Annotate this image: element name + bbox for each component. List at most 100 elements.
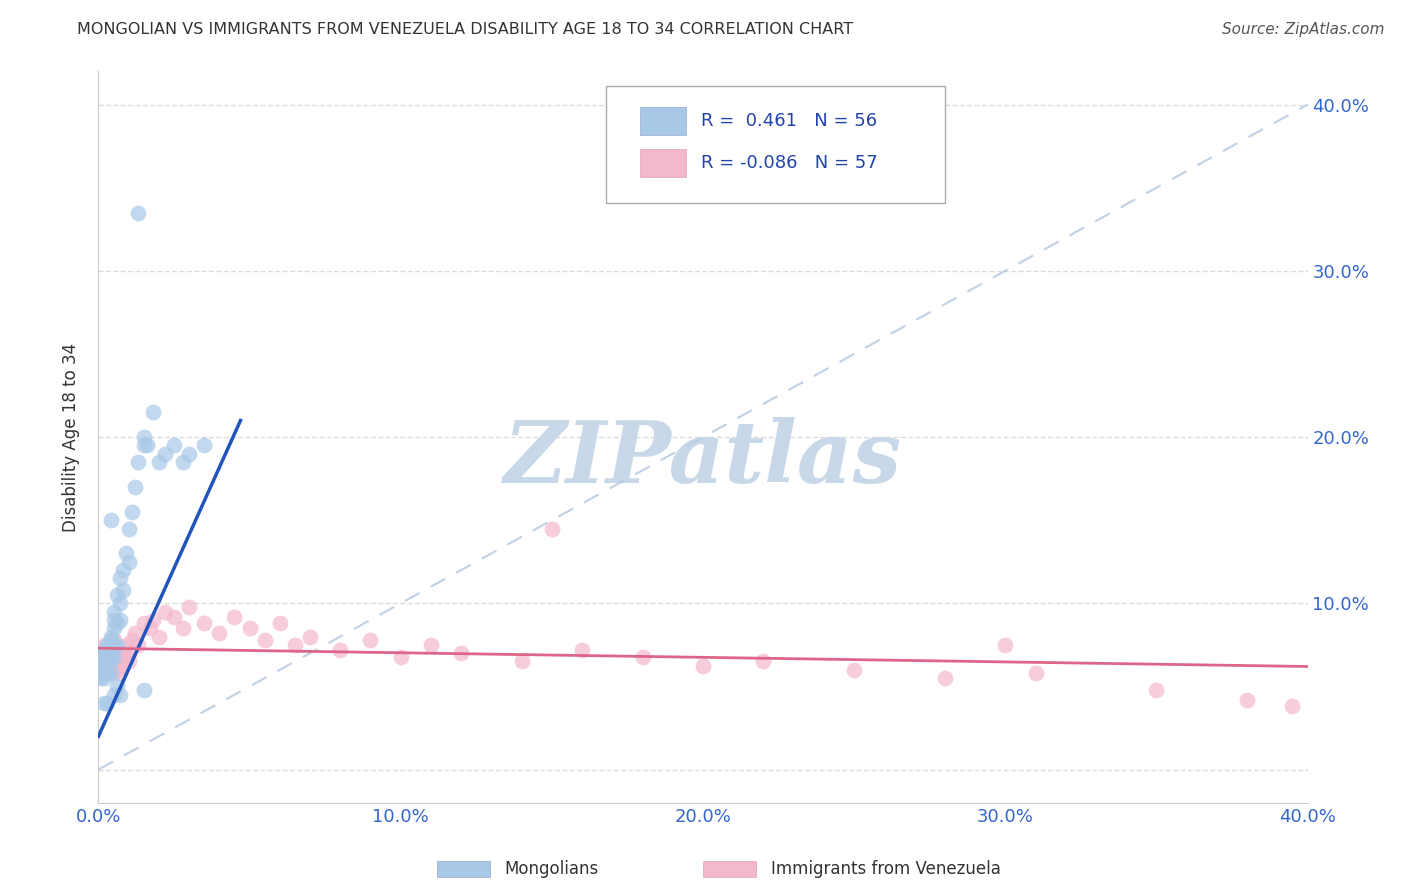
- Point: [90, 655, 112, 669]
- Point: [90, 671, 112, 685]
- Point: [96, 649, 118, 664]
- FancyBboxPatch shape: [606, 86, 945, 203]
- Point: [844, 663, 866, 677]
- Point: [692, 659, 714, 673]
- Point: [142, 613, 165, 627]
- FancyBboxPatch shape: [703, 861, 756, 877]
- Point: [127, 205, 149, 219]
- Point: [111, 659, 134, 673]
- Point: [96, 655, 118, 669]
- Point: [172, 455, 194, 469]
- Point: [108, 649, 131, 664]
- Point: [118, 655, 141, 669]
- Point: [510, 655, 533, 669]
- Point: [93, 671, 115, 685]
- Point: [93, 657, 115, 672]
- Point: [100, 630, 122, 644]
- Point: [93, 649, 115, 664]
- Point: [752, 655, 775, 669]
- Point: [193, 438, 215, 452]
- Point: [103, 655, 125, 669]
- FancyBboxPatch shape: [437, 861, 491, 877]
- Point: [148, 455, 170, 469]
- Point: [100, 513, 122, 527]
- Point: [153, 447, 176, 461]
- Point: [100, 632, 122, 647]
- Point: [118, 521, 141, 535]
- Point: [360, 632, 382, 647]
- Point: [96, 638, 118, 652]
- Text: Immigrants from Venezuela: Immigrants from Venezuela: [770, 860, 1001, 878]
- Point: [100, 649, 122, 664]
- Point: [132, 616, 155, 631]
- Point: [103, 613, 125, 627]
- Point: [103, 605, 125, 619]
- Point: [105, 663, 128, 677]
- Point: [179, 447, 201, 461]
- Point: [284, 638, 307, 652]
- Point: [93, 666, 115, 681]
- Point: [1144, 682, 1167, 697]
- Point: [111, 563, 134, 577]
- Point: [1281, 699, 1303, 714]
- Point: [253, 632, 276, 647]
- Point: [193, 616, 215, 631]
- Point: [103, 638, 125, 652]
- Point: [90, 655, 112, 669]
- Point: [96, 663, 118, 677]
- Point: [96, 646, 118, 660]
- Point: [100, 643, 122, 657]
- Point: [124, 626, 146, 640]
- Point: [163, 438, 186, 452]
- Point: [114, 546, 136, 560]
- Point: [239, 621, 262, 635]
- Point: [90, 663, 112, 677]
- Point: [90, 663, 112, 677]
- Text: MONGOLIAN VS IMMIGRANTS FROM VENEZUELA DISABILITY AGE 18 TO 34 CORRELATION CHART: MONGOLIAN VS IMMIGRANTS FROM VENEZUELA D…: [77, 22, 853, 37]
- Point: [105, 643, 128, 657]
- Point: [111, 582, 134, 597]
- Point: [90, 646, 112, 660]
- Point: [105, 616, 128, 631]
- Point: [329, 643, 352, 657]
- Point: [93, 643, 115, 657]
- Point: [132, 430, 155, 444]
- Point: [148, 630, 170, 644]
- Point: [121, 632, 143, 647]
- Point: [127, 455, 149, 469]
- Point: [114, 649, 136, 664]
- Point: [105, 588, 128, 602]
- Point: [96, 646, 118, 660]
- Point: [105, 638, 128, 652]
- Point: [571, 643, 593, 657]
- Text: R = -0.086   N = 57: R = -0.086 N = 57: [700, 153, 877, 172]
- Point: [540, 521, 562, 535]
- Point: [172, 621, 194, 635]
- Point: [105, 680, 128, 694]
- Point: [121, 505, 143, 519]
- Point: [269, 616, 291, 631]
- Point: [103, 621, 125, 635]
- Point: [100, 655, 122, 669]
- Point: [389, 649, 412, 664]
- Point: [96, 696, 118, 710]
- Point: [93, 696, 115, 710]
- Y-axis label: Disability Age 18 to 34: Disability Age 18 to 34: [62, 343, 80, 532]
- Text: Mongolians: Mongolians: [505, 860, 599, 878]
- Point: [1024, 666, 1046, 681]
- Point: [139, 621, 162, 635]
- Point: [934, 671, 956, 685]
- FancyBboxPatch shape: [640, 149, 686, 177]
- Point: [142, 405, 165, 419]
- Point: [93, 666, 115, 681]
- Point: [208, 626, 231, 640]
- Point: [153, 605, 176, 619]
- Point: [132, 682, 155, 697]
- Point: [108, 688, 131, 702]
- Point: [631, 649, 654, 664]
- Point: [118, 555, 141, 569]
- Point: [108, 613, 131, 627]
- Point: [127, 638, 149, 652]
- Point: [450, 646, 472, 660]
- Point: [96, 659, 118, 673]
